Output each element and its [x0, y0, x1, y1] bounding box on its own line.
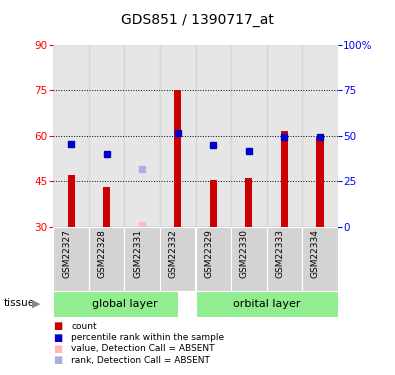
Bar: [53, 45, 89, 227]
Text: GSM22327: GSM22327: [62, 229, 71, 278]
Bar: [139, 222, 146, 227]
Bar: [316, 138, 324, 227]
Text: ▶: ▶: [32, 298, 41, 308]
Bar: [210, 180, 217, 227]
Bar: [281, 131, 288, 227]
Bar: [89, 45, 124, 227]
Text: GSM22331: GSM22331: [133, 229, 142, 278]
Text: orbital layer: orbital layer: [233, 299, 300, 309]
Bar: [53, 291, 178, 317]
Bar: [124, 45, 160, 227]
Text: value, Detection Call = ABSENT: value, Detection Call = ABSENT: [71, 344, 214, 353]
Bar: [160, 227, 196, 291]
Text: GSM22333: GSM22333: [275, 229, 284, 278]
Bar: [302, 227, 338, 291]
Bar: [124, 227, 160, 291]
Bar: [231, 45, 267, 227]
Bar: [196, 227, 231, 291]
Bar: [231, 227, 267, 291]
Text: GSM22330: GSM22330: [240, 229, 249, 278]
Bar: [68, 176, 75, 227]
Bar: [196, 291, 373, 317]
Bar: [89, 227, 124, 291]
Bar: [103, 188, 110, 227]
Bar: [160, 45, 196, 227]
Text: tissue: tissue: [4, 298, 35, 308]
Text: GSM22332: GSM22332: [169, 229, 178, 278]
Text: rank, Detection Call = ABSENT: rank, Detection Call = ABSENT: [71, 356, 210, 364]
Bar: [53, 227, 89, 291]
Text: GSM22328: GSM22328: [98, 229, 107, 278]
Bar: [245, 178, 252, 227]
Text: count: count: [71, 322, 97, 331]
Bar: [267, 45, 302, 227]
Text: percentile rank within the sample: percentile rank within the sample: [71, 333, 224, 342]
Bar: [196, 45, 231, 227]
Text: ■: ■: [53, 355, 62, 365]
Text: ■: ■: [53, 344, 62, 354]
Bar: [302, 45, 338, 227]
Text: ■: ■: [53, 321, 62, 331]
Text: GSM22329: GSM22329: [204, 229, 213, 278]
Text: GDS851 / 1390717_at: GDS851 / 1390717_at: [121, 13, 274, 27]
Text: ■: ■: [53, 333, 62, 342]
Text: GSM22334: GSM22334: [311, 229, 320, 278]
Bar: [174, 90, 181, 227]
Bar: [267, 227, 302, 291]
Text: global layer: global layer: [92, 299, 157, 309]
